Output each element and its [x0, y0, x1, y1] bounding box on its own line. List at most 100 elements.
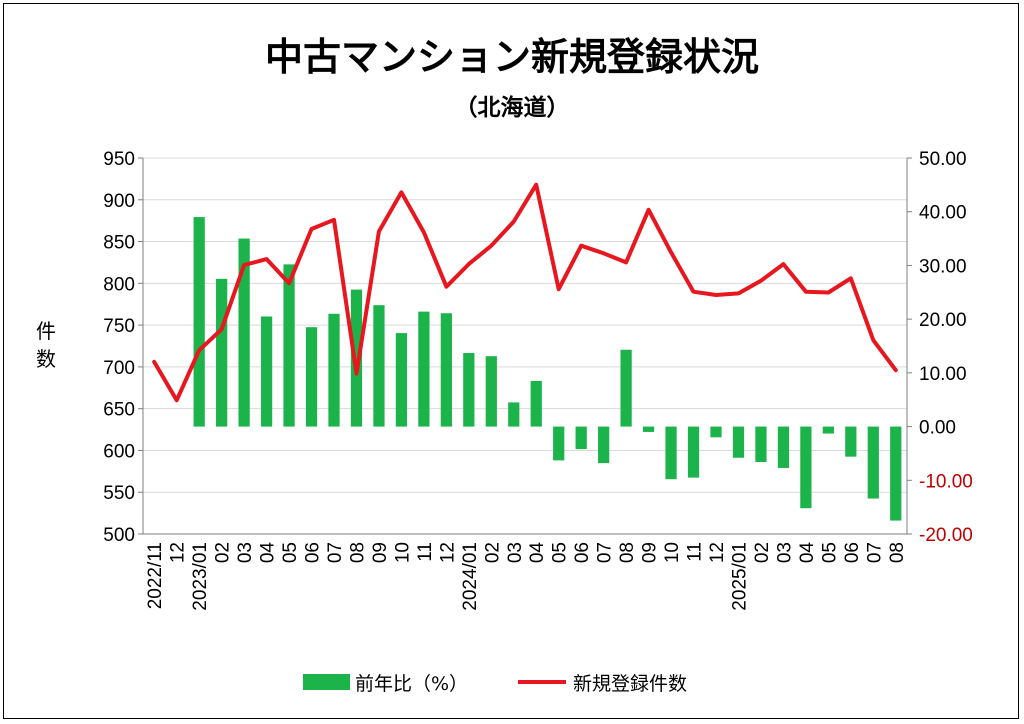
chart-frame: [3, 3, 1019, 719]
x-tick-label-03: 03: [235, 542, 256, 563]
x-tick-label-05: 05: [550, 542, 571, 563]
right-axis-ticks: -20.00 -10.00 0.00 10.00 20.00 30.00 40.00 50.0…: [919, 149, 973, 546]
bar-08: [350, 289, 363, 427]
bar-04: [530, 380, 542, 427]
x-tick-label-2024/01: 2024/01: [460, 542, 481, 611]
bar-02: [216, 278, 228, 427]
bar-11: [418, 311, 430, 427]
line-series: [152, 182, 898, 403]
x-tick-label-11: 11: [685, 542, 706, 562]
bar-05: [553, 426, 565, 461]
bar-03: [238, 238, 250, 427]
left-tick-label-700: 700: [103, 358, 135, 379]
chart-subtitle: （北海道）: [455, 94, 570, 121]
x-tick-label-07: 07: [325, 542, 346, 563]
x-tick-label-2022/11: 2022/11: [145, 542, 166, 609]
x-tick-label-12: 12: [437, 542, 458, 563]
x-tick-label-04: 04: [797, 542, 818, 564]
left-axis-ticks: 500 550 600 650 700 750 800 850 900 950: [103, 149, 135, 546]
line-path: [152, 182, 898, 403]
bar-12: [710, 426, 722, 438]
right-tick-label-20.00: 20.00: [919, 310, 967, 331]
x-tick-label-10: 10: [392, 542, 413, 563]
axes: [138, 157, 912, 535]
x-tick-label-02: 02: [482, 542, 503, 563]
x-tick-label-03: 03: [505, 542, 526, 563]
bar-08: [890, 426, 902, 521]
x-tick-label-07: 07: [864, 542, 885, 563]
right-tick-label-30.00: 30.00: [919, 256, 967, 277]
chart-title: 中古マンション新規登録状況: [265, 35, 759, 79]
left-tick-label-850: 850: [103, 233, 135, 254]
bar-2023/01: [193, 217, 205, 427]
bar-07: [867, 426, 879, 499]
x-tick-label-08: 08: [617, 542, 638, 563]
right-tick-label-10.00: 10.00: [919, 364, 967, 385]
bar-06: [575, 426, 587, 450]
x-tick-label-02: 02: [752, 542, 773, 563]
gridlines: [143, 157, 907, 535]
x-tick-label-11: 11: [415, 542, 436, 562]
left-tick-label-500: 500: [103, 525, 135, 546]
bar-03: [777, 426, 790, 468]
x-tick-label-06: 06: [572, 542, 593, 563]
left-tick-label-900: 900: [103, 191, 135, 212]
x-tick-label-02: 02: [213, 542, 234, 563]
bar-05: [822, 426, 834, 434]
x-tick-label-08: 08: [887, 542, 908, 563]
x-tick-label-08: 08: [347, 542, 368, 563]
legend-bar-swatch: [303, 674, 350, 690]
y-axis-label-line2: 数: [36, 347, 56, 371]
left-tick-label-750: 750: [103, 316, 135, 337]
right-tick-label-0.00: 0.00: [919, 418, 956, 439]
x-tick-label-04: 04: [258, 542, 279, 564]
left-tick-label-600: 600: [103, 441, 135, 462]
bar-02: [485, 356, 497, 427]
bar-09: [373, 305, 385, 427]
bar-04: [800, 426, 812, 509]
y-axis-label-line1: 件: [36, 319, 56, 343]
x-tick-label-12: 12: [707, 542, 728, 563]
x-tick-label-2023/01: 2023/01: [190, 542, 211, 611]
x-tick-label-10: 10: [662, 542, 683, 563]
x-tick-label-12: 12: [168, 542, 189, 563]
right-tick-label-50.00: 50.00: [919, 149, 967, 170]
bar-04: [260, 316, 273, 427]
x-tick-label-06: 06: [842, 542, 863, 563]
bar-09: [642, 426, 655, 432]
legend-bar-label: 前年比（%）: [355, 673, 468, 695]
bar-10: [665, 426, 677, 480]
bar-series: [193, 217, 902, 521]
right-tick-label--10.00: -10.00: [919, 471, 973, 492]
bar-12: [440, 313, 452, 427]
bar-07: [328, 313, 340, 427]
x-tick-label-07: 07: [595, 542, 616, 563]
bar-07: [598, 426, 610, 464]
bar-06: [305, 327, 318, 427]
left-tick-label-550: 550: [103, 483, 135, 504]
left-tick-label-800: 800: [103, 274, 135, 295]
right-tick-label--20.00: -20.00: [919, 525, 973, 546]
x-tick-label-03: 03: [774, 542, 795, 563]
bar-06: [845, 426, 857, 457]
bar-02: [755, 426, 767, 463]
x-tick-label-09: 09: [370, 542, 391, 563]
bar-2025/01: [732, 426, 745, 458]
legend: 前年比（%） 新規登録件数: [303, 673, 687, 695]
left-tick-label-650: 650: [103, 400, 135, 421]
x-axis-ticks: 2022/11 12 2023/01 02 03 04 05 06 07 08 09 10 11 12 20…: [145, 542, 908, 611]
right-tick-label-40.00: 40.00: [919, 203, 967, 224]
x-tick-label-04: 04: [527, 542, 548, 564]
bar-2024/01: [463, 352, 475, 427]
bar-03: [508, 402, 520, 427]
x-tick-label-09: 09: [640, 542, 661, 563]
legend-line-label: 新規登録件数: [573, 673, 687, 695]
x-tick-label-06: 06: [303, 542, 324, 563]
bar-05: [283, 264, 295, 427]
bar-08: [620, 349, 632, 427]
bar-10: [395, 333, 408, 427]
x-tick-label-2025/01: 2025/01: [729, 542, 750, 611]
x-tick-label-05: 05: [819, 542, 840, 563]
left-tick-label-950: 950: [103, 149, 135, 170]
